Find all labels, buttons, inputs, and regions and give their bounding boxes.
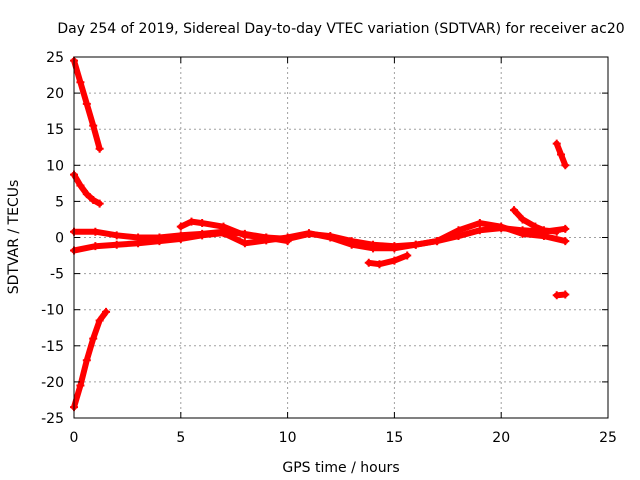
y-tick-label: -5 <box>50 267 64 283</box>
data-point <box>112 240 121 249</box>
data-point <box>539 226 548 235</box>
data-point <box>561 161 570 170</box>
series-trace <box>71 308 109 411</box>
data-point <box>76 381 85 390</box>
series-arc-late-descending <box>552 139 570 170</box>
data-point <box>369 244 378 253</box>
data-point <box>102 307 111 316</box>
y-tick-label: -15 <box>41 339 64 355</box>
data-point <box>347 240 356 249</box>
x-tick-label: 20 <box>492 430 510 446</box>
y-axis-title: SDTVAR / TECUs <box>6 180 22 295</box>
data-point <box>364 258 373 267</box>
data-point <box>561 290 570 299</box>
data-point <box>82 190 91 199</box>
data-point <box>326 233 335 242</box>
data-point <box>91 227 100 236</box>
y-tick-label: 0 <box>55 231 64 247</box>
data-point <box>198 231 207 240</box>
data-point <box>561 237 570 246</box>
series-trace <box>365 252 411 268</box>
x-tick-label: 5 <box>176 430 185 446</box>
data-point <box>390 256 399 265</box>
y-tick-label: 20 <box>46 86 64 102</box>
data-point <box>89 195 98 204</box>
y-tick-label: 10 <box>46 158 64 174</box>
data-point <box>176 222 185 231</box>
y-tick-label: -20 <box>41 375 64 391</box>
data-point <box>375 260 384 269</box>
series-arc-late-negative <box>552 290 570 300</box>
data-point <box>240 239 249 248</box>
x-tick-label: 25 <box>599 430 617 446</box>
data-point <box>262 233 271 242</box>
data-point <box>112 231 121 240</box>
series-arc-evening-hump <box>510 206 561 236</box>
data-point <box>187 217 196 226</box>
data-point <box>82 356 91 365</box>
data-point <box>411 240 420 249</box>
y-tick-label: 5 <box>55 194 64 210</box>
data-point <box>82 99 91 108</box>
y-tick-label: -10 <box>41 303 64 319</box>
data-point <box>454 226 463 235</box>
data-point <box>155 237 164 246</box>
x-tick-label: 15 <box>385 430 403 446</box>
series-arc-midday-bump <box>176 217 292 246</box>
data-point <box>134 239 143 248</box>
data-point <box>219 222 228 231</box>
data-point <box>475 226 484 235</box>
data-point <box>95 316 104 325</box>
grid-layer <box>74 57 608 418</box>
data-point <box>557 150 566 159</box>
series-arc-bottom-rising <box>70 307 111 412</box>
y-tick-label: 25 <box>46 50 64 66</box>
data-point <box>95 199 104 208</box>
data-point <box>403 251 412 260</box>
data-point <box>95 144 104 153</box>
data-point <box>76 78 85 87</box>
data-point <box>390 244 399 253</box>
series-arc-main-lower <box>70 219 570 255</box>
data-point <box>283 237 292 246</box>
data-point <box>552 139 561 148</box>
data-point <box>497 222 506 231</box>
series-arc-afternoon-dip <box>364 251 412 269</box>
data-point <box>76 181 85 190</box>
data-point <box>89 121 98 130</box>
tick-layer: 0 5 10 15 20 25 -25 -20 -15 -10 -5 0 5 10 15 20 25 <box>41 50 617 446</box>
data-point <box>518 229 527 238</box>
y-tick-label: 15 <box>46 122 64 138</box>
data-point <box>475 219 484 228</box>
data-point <box>552 227 561 236</box>
data-point <box>91 242 100 251</box>
data-point <box>561 224 570 233</box>
data-point <box>304 229 313 238</box>
x-tick-label: 0 <box>70 430 79 446</box>
series-arc-upper-decay <box>70 170 104 208</box>
data-point <box>518 215 527 224</box>
data-point <box>89 334 98 343</box>
x-tick-label: 10 <box>279 430 297 446</box>
data-point <box>176 234 185 243</box>
data-point <box>531 222 540 231</box>
data-layer <box>70 56 570 412</box>
data-point <box>198 219 207 228</box>
data-point <box>510 206 519 215</box>
series-arc-top-descending <box>70 56 104 153</box>
x-axis-title: GPS time / hours <box>282 460 399 476</box>
data-point <box>433 237 442 246</box>
data-point <box>552 291 561 300</box>
data-point <box>240 231 249 240</box>
y-tick-label: -25 <box>41 411 64 427</box>
chart-title: Day 254 of 2019, Sidereal Day-to-day VTE… <box>57 21 624 37</box>
